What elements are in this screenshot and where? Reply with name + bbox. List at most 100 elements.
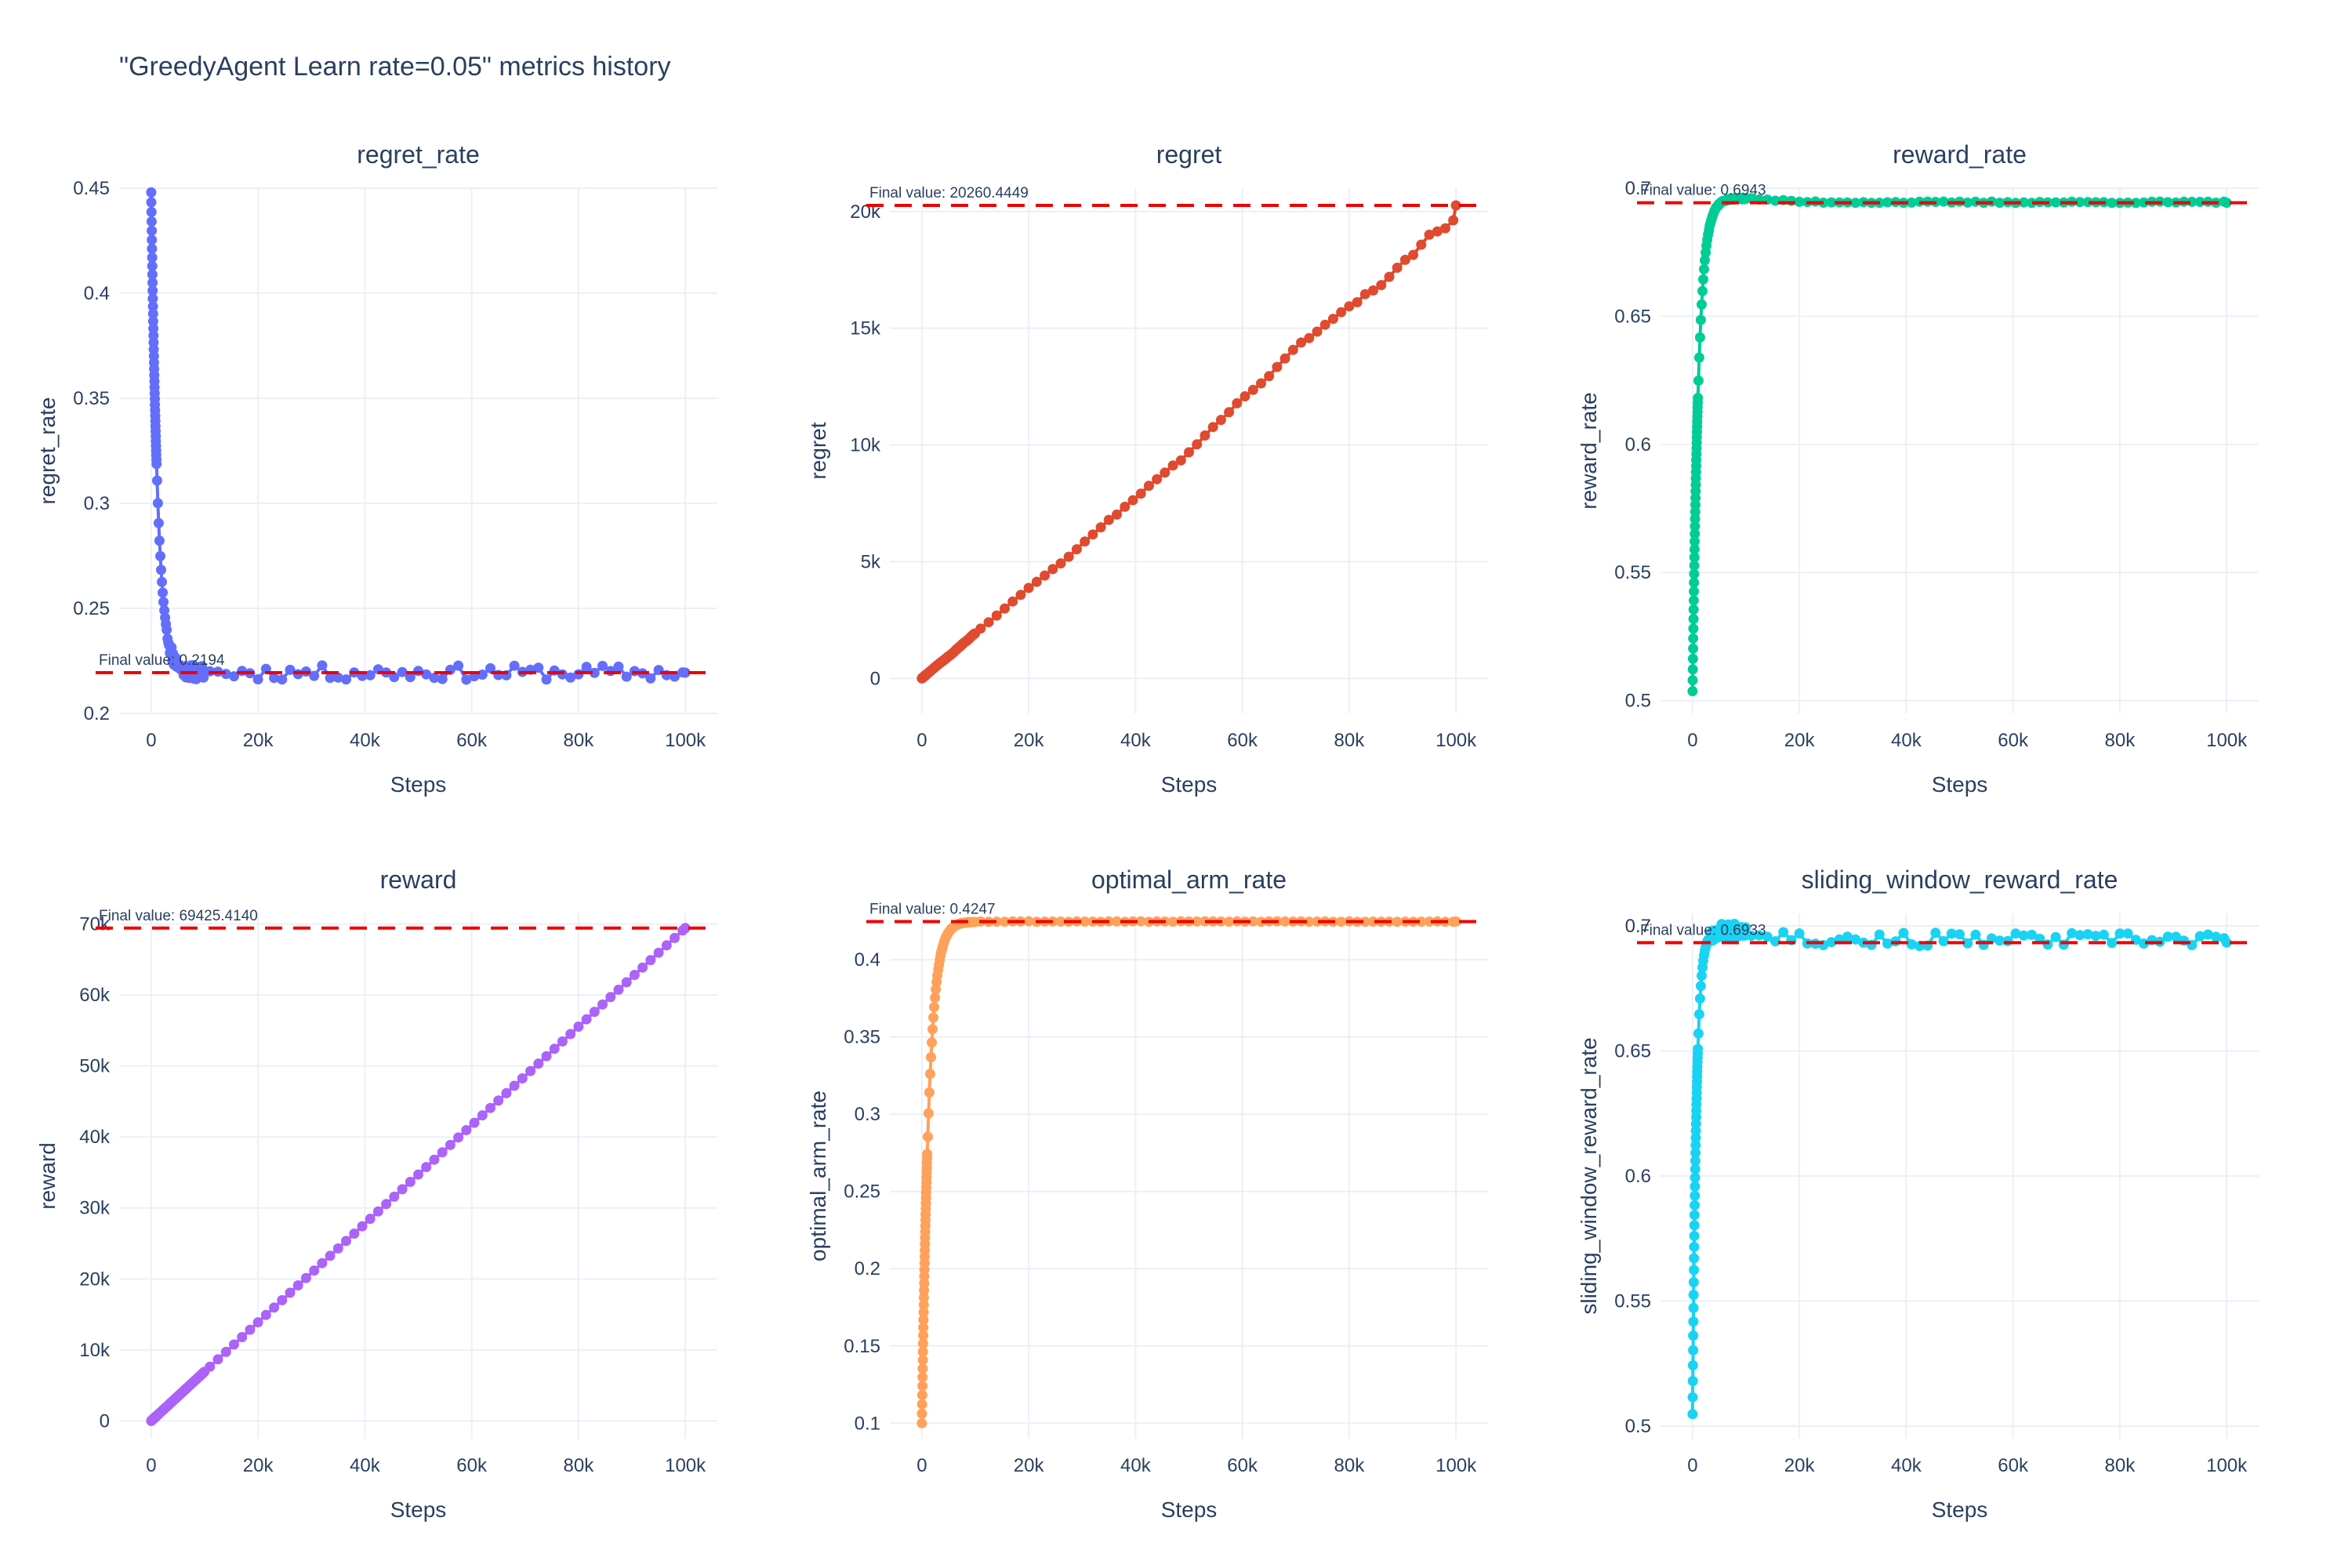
data-point xyxy=(1962,197,1973,208)
data-point xyxy=(1698,274,1708,285)
data-point xyxy=(1874,929,1885,940)
y-tick-label: 0.6 xyxy=(1625,1166,1651,1187)
data-point xyxy=(277,1294,288,1305)
data-point xyxy=(581,1014,592,1025)
x-tick-label: 60k xyxy=(456,730,488,751)
y-tick-label: 0.2 xyxy=(84,703,110,724)
data-point xyxy=(1690,1181,1700,1192)
data-point xyxy=(389,672,400,683)
data-point xyxy=(1690,528,1700,539)
data-point xyxy=(918,1307,929,1318)
x-tick-label: 60k xyxy=(456,1455,488,1476)
data-point xyxy=(1264,371,1275,382)
data-point xyxy=(477,670,488,680)
data-point xyxy=(229,1339,239,1350)
data-point xyxy=(1279,916,1290,927)
data-point xyxy=(1962,938,1973,949)
subplot-title: reward xyxy=(380,866,457,894)
data-point xyxy=(1135,916,1146,927)
data-point xyxy=(2170,931,2181,942)
x-tick-label: 100k xyxy=(1436,730,1477,751)
data-point xyxy=(1700,255,1710,266)
x-tick-label: 60k xyxy=(1998,1455,2029,1476)
data-point xyxy=(509,660,520,671)
data-point xyxy=(1256,916,1266,927)
data-point xyxy=(1392,916,1403,927)
data-point xyxy=(2202,929,2213,940)
data-point xyxy=(1327,314,1338,325)
data-point xyxy=(2098,929,2109,940)
x-axis-label: Steps xyxy=(1161,772,1218,797)
data-point xyxy=(2050,931,2061,942)
data-point xyxy=(147,252,158,263)
data-point xyxy=(924,1069,935,1080)
data-point xyxy=(147,243,158,254)
data-point xyxy=(1080,536,1091,547)
data-point xyxy=(1200,430,1210,441)
data-point xyxy=(2074,197,2085,208)
data-point xyxy=(1015,590,1026,601)
data-point xyxy=(645,955,656,966)
x-tick-label: 0 xyxy=(146,730,156,751)
data-point xyxy=(922,1149,933,1160)
data-point xyxy=(453,660,464,671)
data-point xyxy=(680,667,691,678)
data-point xyxy=(931,984,942,995)
data-point xyxy=(151,459,162,470)
data-point xyxy=(1000,603,1010,614)
data-point xyxy=(332,672,343,683)
series-line xyxy=(1690,922,2228,1414)
data-point xyxy=(2194,931,2205,942)
data-point xyxy=(1688,595,1699,606)
data-point xyxy=(917,1372,928,1383)
data-point xyxy=(1192,916,1203,927)
data-point xyxy=(147,234,158,245)
data-point xyxy=(397,666,408,677)
data-point xyxy=(565,672,576,683)
data-point xyxy=(637,962,648,973)
y-tick-label: 20k xyxy=(79,1269,111,1290)
data-point xyxy=(1007,596,1018,607)
data-point xyxy=(916,1399,927,1410)
final-value-label: Final value: 69425.4140 xyxy=(99,908,258,924)
data-point xyxy=(397,1184,408,1195)
data-point xyxy=(147,285,158,296)
x-axis-label: Steps xyxy=(1161,1497,1218,1522)
data-point xyxy=(1416,916,1427,927)
data-point xyxy=(146,206,157,217)
x-axis-label: Steps xyxy=(1932,1497,1988,1522)
data-point xyxy=(1955,929,1965,940)
x-tick-label: 20k xyxy=(1014,730,1045,751)
data-point xyxy=(1694,993,1705,1004)
data-point xyxy=(421,1162,432,1173)
data-point xyxy=(533,1058,544,1069)
data-point xyxy=(1688,1290,1699,1301)
data-point xyxy=(252,674,263,684)
data-point xyxy=(2027,198,2037,209)
x-tick-label: 20k xyxy=(1784,1455,1816,1476)
data-point xyxy=(421,669,432,680)
x-tick-label: 20k xyxy=(1784,730,1816,751)
data-point xyxy=(645,673,656,684)
data-point xyxy=(461,1125,472,1135)
data-point xyxy=(1160,467,1171,478)
data-point xyxy=(1687,664,1698,675)
data-point xyxy=(927,1024,938,1035)
data-point xyxy=(429,1154,440,1165)
x-tick-label: 80k xyxy=(2105,730,2136,751)
final-value-label: Final value: 0.2194 xyxy=(99,652,225,669)
data-point xyxy=(1312,916,1323,927)
final-value-label: Final value: 20260.4449 xyxy=(869,185,1029,201)
x-tick-label: 0 xyxy=(916,730,927,751)
x-tick-label: 20k xyxy=(1014,1455,1045,1476)
data-point xyxy=(2082,929,2093,940)
data-point xyxy=(991,916,1002,927)
data-point xyxy=(325,673,336,684)
data-point xyxy=(1693,352,1704,363)
data-point xyxy=(1898,927,1909,938)
data-point xyxy=(916,1417,927,1428)
data-point xyxy=(1688,1316,1699,1327)
subplot-reward-rate: 0.5 0.55 0.6 0.65 0.7 0 20k 40k 60k 80k 100k reward… xyxy=(1577,140,2259,797)
data-point xyxy=(1247,916,1258,927)
data-point xyxy=(613,661,624,672)
